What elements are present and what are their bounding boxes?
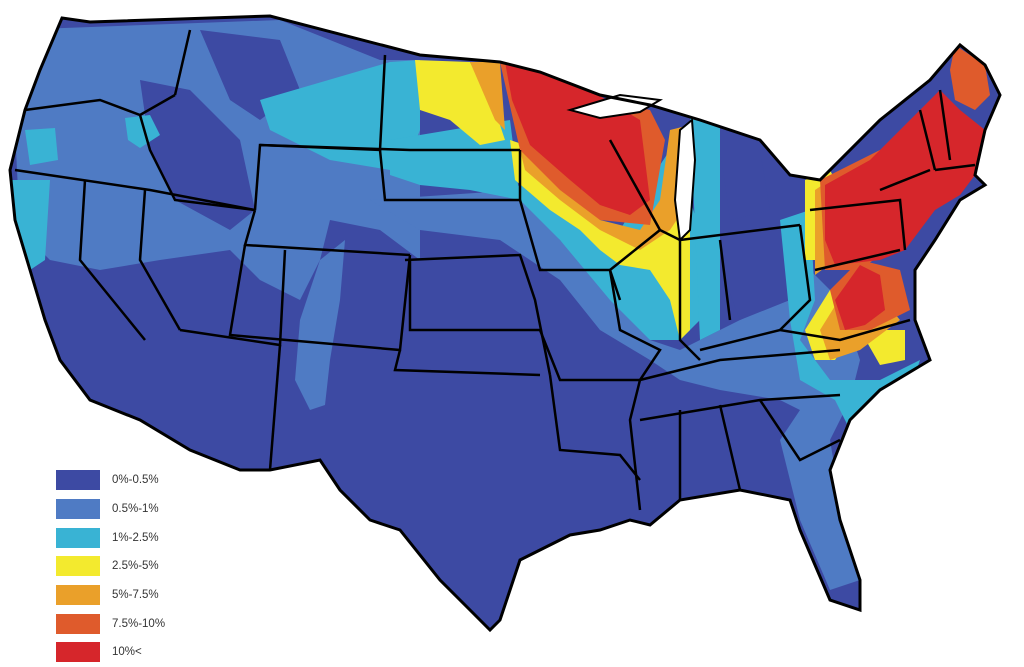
zone-1-2.5-michigan-west [690,115,720,340]
legend-label: 5%-7.5% [112,589,159,602]
zone-0-0.5-idaho [140,80,255,230]
legend-swatch-0 [56,470,100,491]
us-outline [8,14,1002,633]
zone-10-west-virginia [835,265,885,330]
zone-1-2.5-oregon-coast [25,128,58,165]
legend-label: 10%< [112,646,142,659]
zone-0-0.5-michigan [720,150,770,220]
state-borders [14,29,976,511]
legend-swatch-6 [56,642,100,663]
legend-swatch-2 [56,527,100,548]
legend-swatch-4 [56,585,100,606]
zone-1-2.5-oregon-east [125,115,160,148]
legend-item: 1%-2.5% [56,523,216,552]
legend-item: 0.5%-1% [56,495,216,524]
legend-swatch-3 [56,556,100,577]
legend-label: 7.5%-10% [112,617,166,630]
zone-1-2.5-appalachia [780,210,920,440]
legend-swatch-5 [56,613,100,634]
legend-label: 2.5%-5% [112,560,159,573]
zone-0-0.5-ohio [720,220,790,320]
legend-swatch-1 [56,499,100,520]
zone-5-7.5-nd-east [470,62,505,130]
legend-item: 0%-0.5% [56,466,216,495]
legend-item: 5%-7.5% [56,581,216,610]
legend: 0%-0.5% 0.5%-1% 1%-2.5% 2.5%-5% 5%-7.5% … [56,466,216,667]
zone-0.5-1-east [370,190,860,590]
legend-label: 0.5%-1% [112,503,159,516]
zone-10-minnesota-wisconsin [505,62,650,215]
zone-2.5-5-north-dakota [415,60,505,145]
legend-label: 1%-2.5% [112,531,159,544]
zone-0.5-1-colorado [295,240,345,410]
zone-7.5-10-maine-north [950,45,990,110]
legend-label: 0%-0.5% [112,474,159,487]
legend-item: 10%< [56,638,216,667]
legend-item: 7.5%-10% [56,609,216,638]
legend-item: 2.5%-5% [56,552,216,581]
lake-michigan [673,117,697,243]
